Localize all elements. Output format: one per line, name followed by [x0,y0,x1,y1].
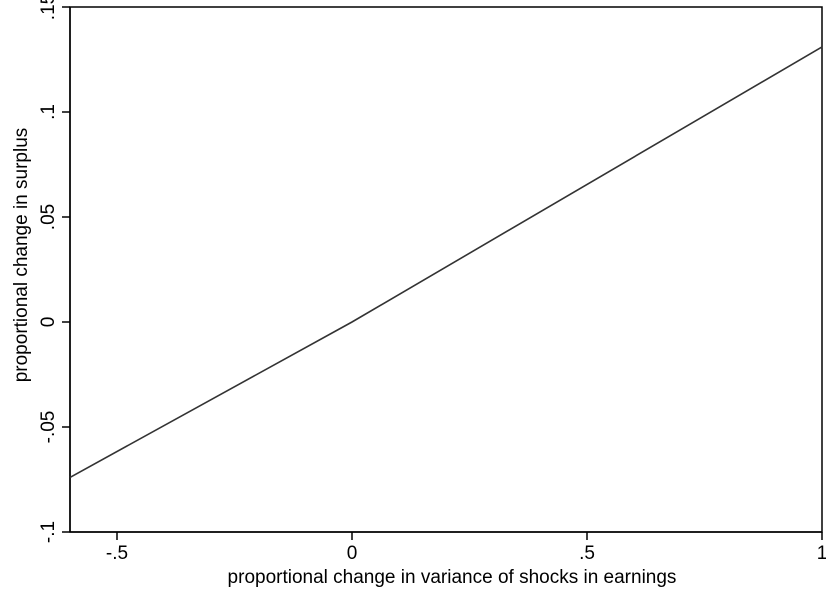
x-tick-label: 1 [817,543,826,564]
x-tick-label: -.5 [106,543,128,564]
y-axis-title: proportional change in surplus [11,128,32,383]
series-layer [69,46,823,479]
y-axis-ticks: -.1 -.05 0 .05 .1 .15 [38,0,70,543]
series-line [69,46,823,479]
y-tick-label: -.05 [38,411,59,444]
x-tick-label: 0 [347,543,358,564]
plot-frame [69,6,823,533]
x-axis-title: proportional change in variance of shock… [228,567,677,588]
y-tick-label: 0 [38,317,59,328]
y-tick-label: .05 [38,204,59,230]
y-tick-label: -.1 [38,521,59,543]
y-tick-label: .15 [38,0,59,20]
x-axis-ticks: -.5 0 .5 1 [106,532,826,564]
y-tick-label: .1 [38,104,59,120]
x-tick-label: .5 [579,543,595,564]
